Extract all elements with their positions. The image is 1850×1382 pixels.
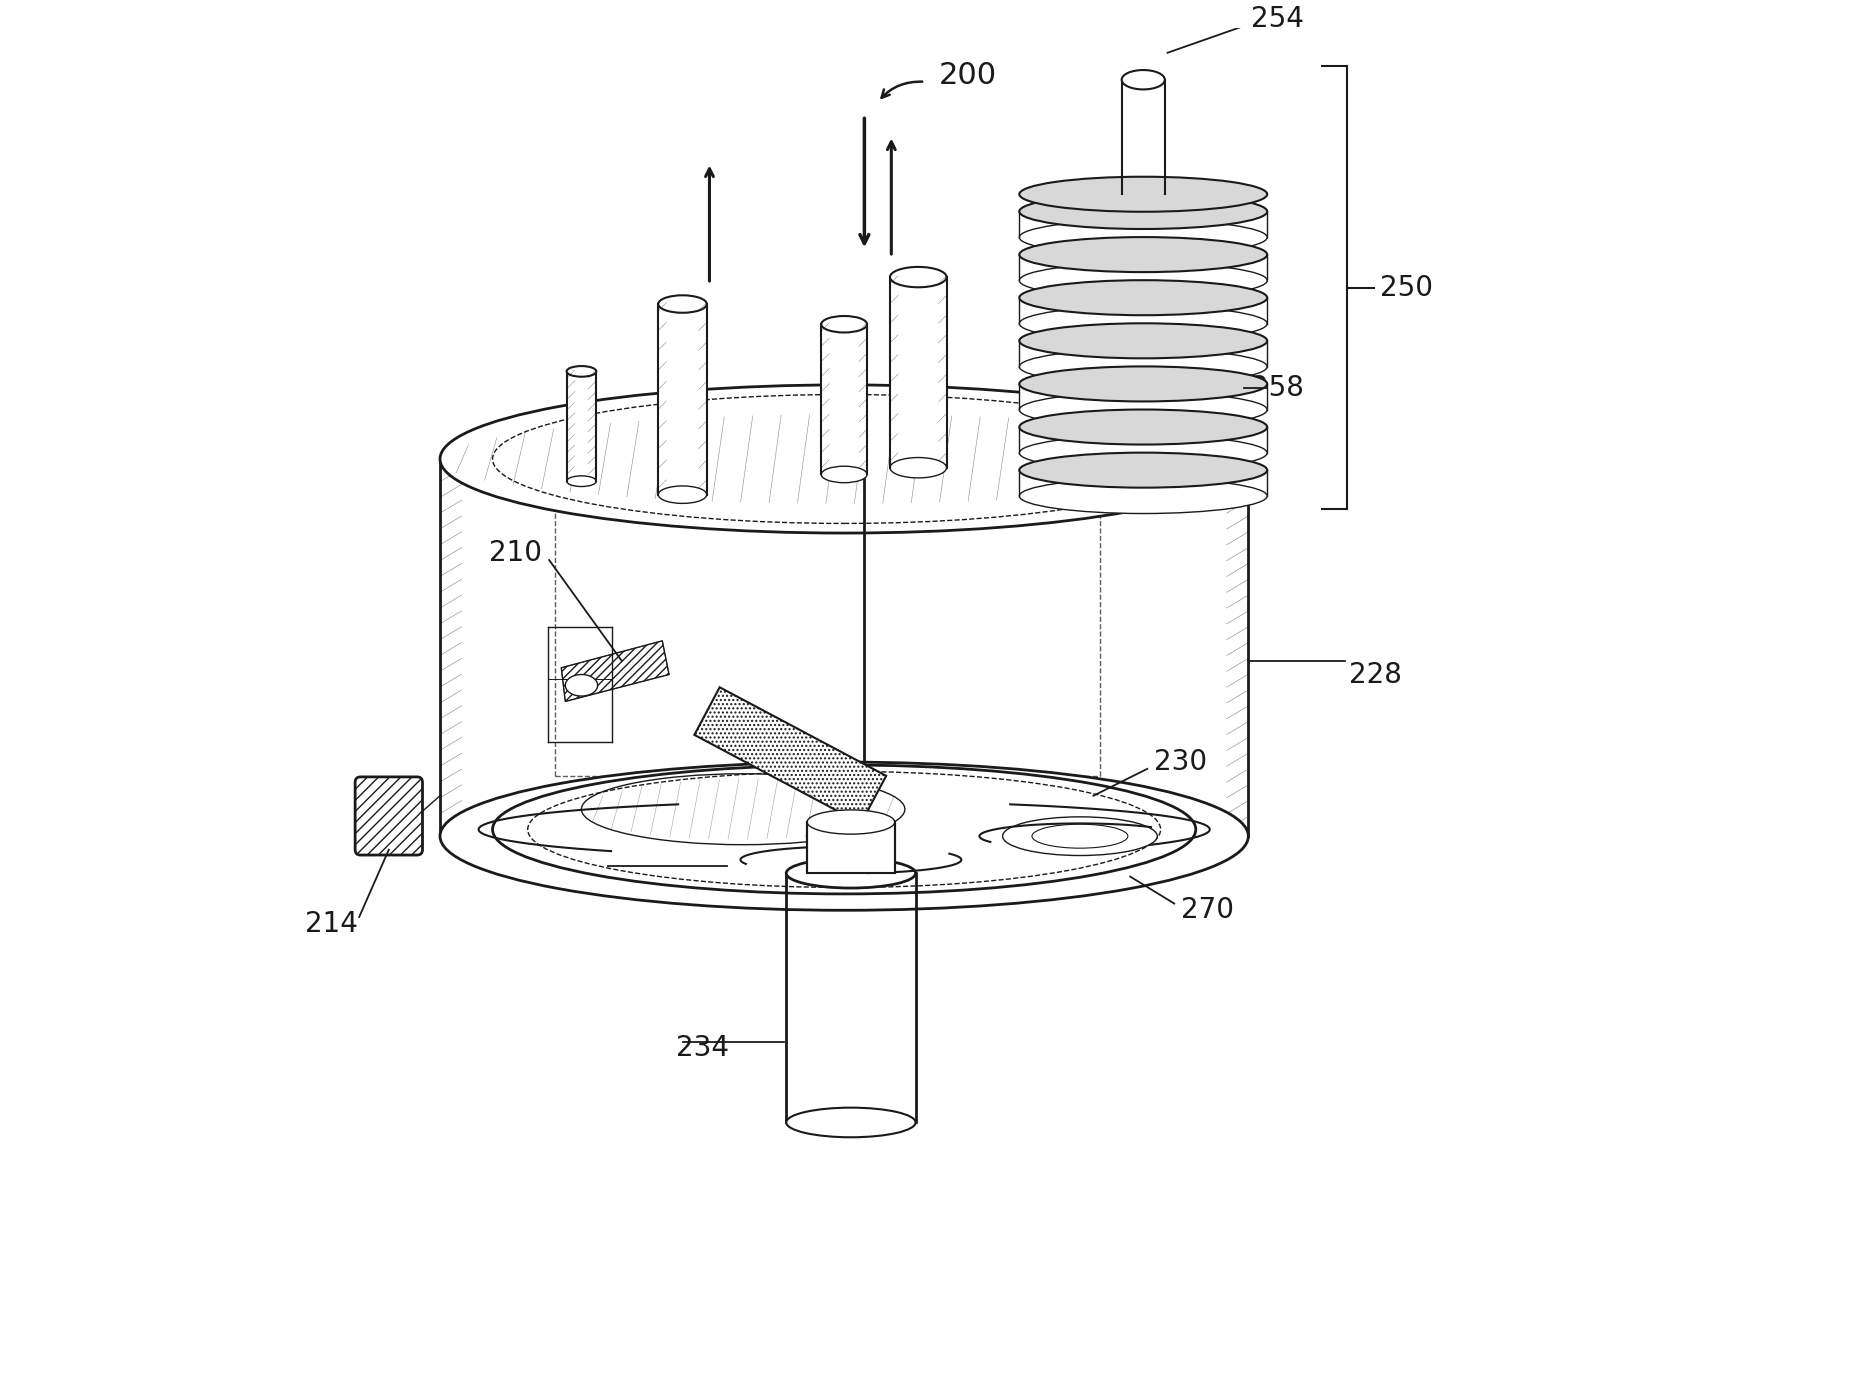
Ellipse shape <box>1019 435 1267 470</box>
Ellipse shape <box>1019 238 1267 272</box>
Bar <box>659 304 707 495</box>
Text: 250: 250 <box>1380 274 1434 301</box>
Bar <box>890 278 947 467</box>
Ellipse shape <box>659 296 707 312</box>
Ellipse shape <box>821 466 868 482</box>
Bar <box>566 372 596 481</box>
Ellipse shape <box>1019 281 1267 315</box>
Ellipse shape <box>821 316 868 333</box>
Text: 254: 254 <box>1251 6 1304 33</box>
Ellipse shape <box>1019 409 1267 445</box>
Text: 270: 270 <box>1180 897 1234 925</box>
Ellipse shape <box>1019 263 1267 299</box>
Ellipse shape <box>1019 366 1267 401</box>
Ellipse shape <box>1019 350 1267 384</box>
Ellipse shape <box>890 457 947 478</box>
Ellipse shape <box>1019 193 1267 229</box>
Bar <box>1019 297 1267 323</box>
Ellipse shape <box>440 761 1249 911</box>
Text: 228: 228 <box>1349 661 1402 688</box>
Ellipse shape <box>786 1107 916 1137</box>
Ellipse shape <box>807 810 895 835</box>
Bar <box>807 822 895 873</box>
Ellipse shape <box>1003 817 1158 855</box>
Bar <box>1019 427 1267 453</box>
Ellipse shape <box>1019 220 1267 254</box>
Ellipse shape <box>890 267 947 287</box>
Ellipse shape <box>786 858 916 889</box>
Text: 220: 220 <box>555 853 609 880</box>
Bar <box>821 325 868 474</box>
Ellipse shape <box>566 366 596 377</box>
Polygon shape <box>561 641 670 702</box>
Ellipse shape <box>566 674 598 697</box>
Bar <box>1019 470 1267 496</box>
Ellipse shape <box>1019 323 1267 358</box>
Ellipse shape <box>1019 177 1267 211</box>
Ellipse shape <box>659 486 707 503</box>
FancyBboxPatch shape <box>355 777 422 855</box>
Bar <box>1019 254 1267 281</box>
Bar <box>1019 384 1267 410</box>
Ellipse shape <box>1121 70 1166 90</box>
Text: 210: 210 <box>488 539 542 567</box>
Text: 234: 234 <box>675 1034 729 1063</box>
Text: 200: 200 <box>938 61 997 90</box>
Ellipse shape <box>1019 392 1267 427</box>
Bar <box>1019 211 1267 238</box>
Text: 214: 214 <box>305 909 359 938</box>
Text: 230: 230 <box>1154 748 1208 777</box>
Ellipse shape <box>1019 305 1267 341</box>
Polygon shape <box>694 687 886 824</box>
Ellipse shape <box>1019 478 1267 514</box>
Ellipse shape <box>566 475 596 486</box>
Ellipse shape <box>440 384 1249 533</box>
Bar <box>1019 341 1267 366</box>
Text: 258: 258 <box>1251 375 1304 402</box>
Ellipse shape <box>1019 453 1267 488</box>
Ellipse shape <box>492 766 1195 894</box>
